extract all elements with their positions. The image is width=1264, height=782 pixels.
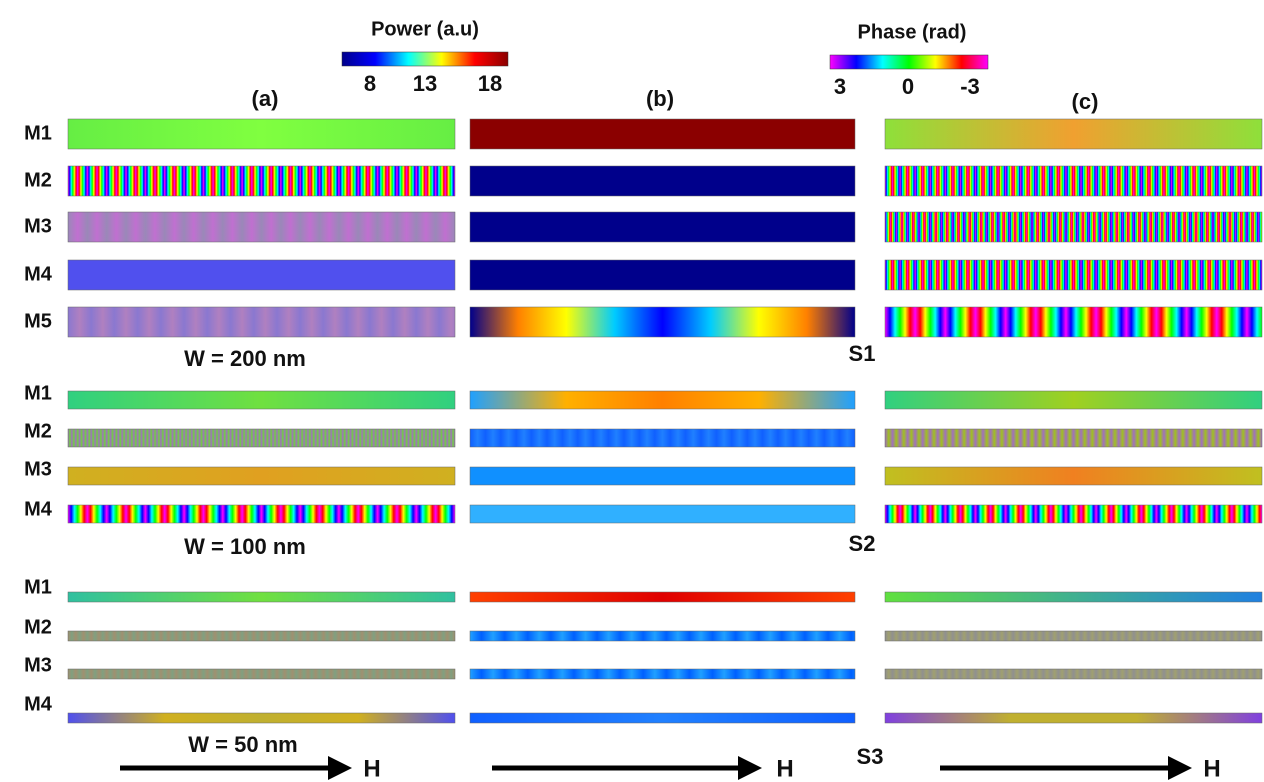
structure-label: S1 [849,341,876,366]
mode-profile [68,669,455,679]
mode-profile [68,713,455,723]
panel-label: (c) [1072,89,1099,114]
mode-profile [885,631,1262,641]
mode-profile [68,119,455,149]
field-label: H [363,755,380,782]
mode-label: M1 [24,122,52,144]
mode-profile [68,260,455,290]
mode-profile [470,669,855,679]
mode-profile [885,713,1262,723]
mode-profile [885,212,1262,242]
mode-label: M5 [24,310,52,332]
panel-label: (a) [252,86,279,111]
mode-profile [885,260,1262,290]
mode-label: M2 [24,616,52,638]
mode-profile [68,467,455,485]
mode-profile [470,713,855,723]
field-label: H [1203,755,1220,782]
mode-profile [68,505,455,523]
figure: Power (a.u) 8 13 18 Phase (rad) 3 0 -3 (a) (b) (c)… [0,0,1264,782]
mode-label: M4 [24,263,53,285]
mode-profile [470,505,855,523]
colorbar-tick: 13 [413,71,437,96]
mode-profile [68,307,455,337]
mode-profile [885,166,1262,196]
mode-label: M3 [24,458,52,480]
width-label: W = 100 nm [184,534,306,559]
mode-profile [885,592,1262,602]
colorbar [342,52,508,66]
colorbar-tick: 18 [478,71,502,96]
structure-label: S2 [849,531,876,556]
colorbar-tick: 0 [902,74,914,99]
field-label: H [776,755,793,782]
arrow-head [1168,756,1192,780]
mode-label: M4 [24,693,53,715]
panel-label: (b) [646,86,674,111]
arrow-head [328,756,352,780]
mode-label: M2 [24,420,52,442]
colorbar [830,55,988,69]
mode-profile [470,307,855,337]
colorbar-tick: 8 [364,71,376,96]
mode-profile [68,429,455,447]
colorbar-tick: 3 [834,74,846,99]
mode-profile [470,166,855,196]
mode-profile [885,467,1262,485]
mode-profile [470,391,855,409]
mode-profile [68,166,455,196]
colorbar-title: Phase (rad) [858,21,967,43]
mode-label: M2 [24,169,52,191]
colorbar-tick: -3 [960,74,980,99]
structure-label: S3 [857,744,884,769]
mode-profile [470,212,855,242]
mode-label: M3 [24,654,52,676]
arrow-head [738,756,762,780]
mode-label: M4 [24,498,53,520]
mode-label: M1 [24,576,52,598]
mode-profile [470,429,855,447]
mode-profile [885,429,1262,447]
mode-profile [68,592,455,602]
mode-profile [470,260,855,290]
mode-profile [885,119,1262,149]
mode-label: M1 [24,382,52,404]
mode-profile [885,391,1262,409]
width-label: W = 50 nm [188,732,297,757]
mode-profile [470,592,855,602]
mode-profile [68,212,455,242]
mode-profile [470,119,855,149]
mode-profile [885,505,1262,523]
mode-profile [470,631,855,641]
mode-label: M3 [24,215,52,237]
mode-profile [68,391,455,409]
mode-profile [470,467,855,485]
mode-profile [885,669,1262,679]
mode-profile [68,631,455,641]
colorbar-title: Power (a.u) [371,18,479,40]
mode-profile [885,307,1262,337]
width-label: W = 200 nm [184,346,306,371]
